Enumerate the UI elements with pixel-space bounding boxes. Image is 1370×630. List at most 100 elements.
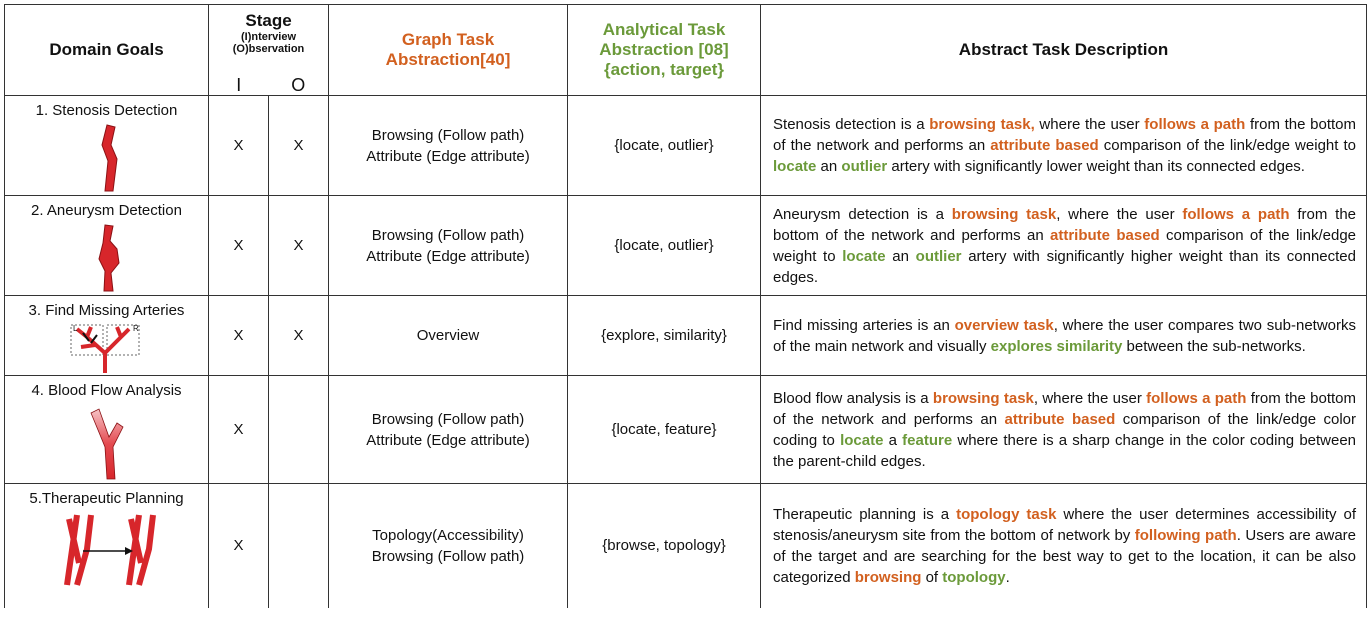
graph-task: Topology(Accessibility) — [372, 526, 524, 544]
interview-mark: X — [233, 237, 244, 254]
header-text: {action, target} — [604, 60, 724, 79]
header-text: I — [236, 75, 242, 95]
description-segment: , where the user — [1056, 205, 1183, 223]
description-cell: Aneurysm detection is a browsing task, w… — [760, 195, 1368, 296]
description-segment: Blood flow analysis is a — [773, 389, 933, 407]
interview-cell: X — [208, 95, 269, 196]
description-segment: artery with significantly lower weight t… — [887, 158, 1305, 175]
description-segment: locate — [773, 158, 817, 175]
analytical-task: {locate, feature} — [611, 421, 717, 438]
observation-mark: X — [293, 137, 304, 154]
table-body: 1. Stenosis Detection X X Browsing (Follow … — [4, 95, 1368, 608]
description-segment: attribute based — [1004, 410, 1116, 428]
description-segment: follows a path — [1144, 116, 1246, 133]
header-text: Abstract Task Description — [958, 40, 1169, 59]
graph-task-cell: Browsing (Follow path) Attribute (Edge at… — [328, 95, 569, 196]
graph-task: Overview — [416, 327, 480, 344]
icon-label: R — [133, 324, 139, 333]
goal-cell: 5.Therapeutic Planning — [4, 483, 209, 608]
description-segment: topology — [942, 568, 1006, 586]
description-segment: an — [885, 247, 916, 265]
description-segment: feature — [902, 431, 953, 449]
interview-cell: X — [208, 195, 269, 296]
graph-task: Browsing (Follow path) — [371, 547, 525, 565]
description-segment: overview task — [954, 316, 1054, 334]
table-row: 3. Find Missing Arteries L R X X Overview {e… — [4, 295, 1368, 376]
artery-icon: L R — [70, 324, 139, 373]
analytical-task-cell: {browse, topology} — [567, 483, 762, 608]
description-segment: where the user — [1034, 116, 1145, 133]
description-segment: comparison of the link/edge color coding… — [773, 410, 1357, 449]
observation-cell: X — [267, 95, 330, 196]
analytical-task: {locate, outlier} — [614, 137, 714, 154]
observation-mark: X — [293, 327, 304, 344]
description-segment: , where the user — [1033, 389, 1147, 407]
goal-text: 4. Blood Flow Analysis — [31, 382, 182, 399]
description-segment: topology task — [956, 505, 1057, 523]
interview-mark: X — [233, 421, 244, 438]
interview-mark: X — [233, 537, 244, 555]
description-segment: from the bottom of the network and perfo… — [773, 116, 1356, 154]
goal-cell: 4. Blood Flow Analysis — [4, 375, 209, 484]
goal-text: 5.Therapeutic Planning — [29, 490, 184, 507]
analytical-task-cell: {locate, outlier} — [567, 195, 762, 296]
description-cell: Stenosis detection is a browsing task, w… — [760, 95, 1368, 196]
description-segment: from the bottom of the network and perfo… — [773, 205, 1357, 244]
table-row: 4. Blood Flow Analysis X Browsing (Follow … — [4, 375, 1368, 484]
goal-cell: 2. Aneurysm Detection — [4, 195, 209, 296]
header-text: (O)bservation — [232, 43, 305, 55]
artery-icon — [97, 224, 120, 292]
description-segment: attribute based — [990, 137, 1099, 154]
description-segment: locate — [840, 431, 884, 449]
graph-task: Browsing (Follow path) — [371, 226, 525, 244]
description-segment: Aneurysm detection is a — [773, 205, 952, 223]
header-text: Graph Task — [401, 30, 495, 49]
header-cell: Domain Goals — [4, 4, 209, 96]
observation-cell: X — [267, 195, 330, 296]
graph-task-cell: Topology(Accessibility) Browsing (Follow … — [328, 483, 569, 608]
header-text: Abstraction [08] — [599, 40, 729, 59]
analytical-task-cell: {locate, outlier} — [567, 95, 762, 196]
description-segment: from the bottom of the network and perfo… — [773, 389, 1357, 428]
artery-icon — [100, 124, 118, 192]
description-segment: a — [883, 431, 903, 449]
analytical-task-cell: {explore, similarity} — [567, 295, 762, 376]
description-cell: Blood flow analysis is a browsing task, … — [760, 375, 1368, 484]
goal-text: 2. Aneurysm Detection — [31, 202, 182, 219]
description-segment: locate — [842, 247, 886, 265]
graph-task: Attribute (Edge attribute) — [366, 147, 530, 165]
header-text: Domain Goals — [49, 40, 164, 59]
header-cell: Graph Task Abstraction[40] — [328, 4, 569, 96]
description-segment: Stenosis detection is a — [773, 116, 930, 133]
header-cell: Stage (I)nterview (O)bservation — [207, 4, 330, 71]
goal-text: 3. Find Missing Arteries — [28, 302, 185, 319]
description-segment: browsing task — [932, 389, 1034, 407]
header-text: (I)nterview — [241, 31, 297, 43]
description-segment: browsing — [854, 568, 922, 586]
icon-label: L — [73, 324, 78, 333]
header-cell: I — [208, 71, 269, 96]
interview-cell: X — [208, 295, 269, 376]
description-segment: Therapeutic planning is a — [773, 505, 957, 523]
graph-task: Browsing (Follow path) — [371, 410, 525, 428]
description-segment: outlier — [915, 247, 962, 265]
observation-cell: X — [267, 295, 330, 376]
header-cell: O — [268, 71, 330, 96]
observation-cell — [267, 483, 330, 608]
analytical-task: {browse, topology} — [602, 537, 726, 555]
analytical-task-cell: {locate, feature} — [567, 375, 762, 484]
description-cell: Therapeutic planning is a topology task … — [760, 483, 1368, 608]
description-segment: explores similarity — [990, 337, 1123, 355]
description-segment: . Users are aware of the target and are … — [773, 526, 1357, 586]
description-segment: outlier — [841, 158, 888, 175]
interview-mark: X — [233, 327, 244, 344]
goal-cell: 3. Find Missing Arteries L R — [4, 295, 209, 376]
graph-task: Browsing (Follow path) — [371, 126, 525, 144]
table-row: 2. Aneurysm Detection X X Browsing (Follow … — [4, 195, 1368, 296]
description-segment: browsing task, — [929, 116, 1035, 133]
description-segment: between the sub-networks. — [1122, 337, 1306, 355]
header-cell: Analytical Task Abstraction [08] {action… — [567, 4, 762, 96]
description-segment: of — [921, 568, 943, 586]
description-segment: . — [1005, 568, 1010, 586]
